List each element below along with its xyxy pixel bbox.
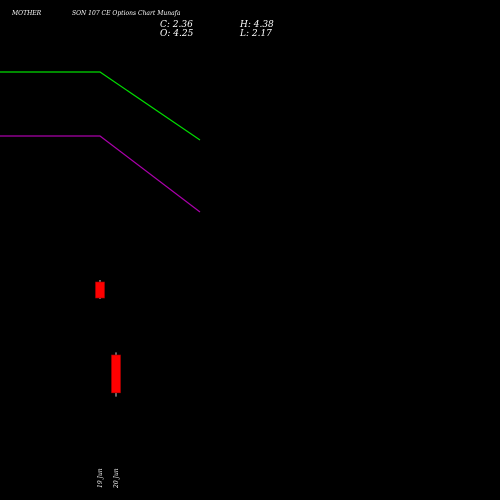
open-value: O: 4.25 [160, 29, 194, 39]
overlay-line-1 [0, 71, 201, 141]
high-value: H: 4.38 [240, 20, 274, 30]
x-tick-label: 19 Jun [97, 468, 104, 488]
overlay-line-2 [0, 135, 201, 213]
chart-subtitle: SON 107 CE Options Chart Munafa [72, 10, 181, 17]
low-value: L: 2.17 [240, 29, 272, 39]
symbol-label: MOTHER [12, 10, 42, 17]
candle-body [111, 354, 121, 394]
close-value: C: 2.36 [160, 20, 193, 30]
x-tick-label: 20 Jun [113, 468, 120, 489]
candle-body [95, 281, 105, 299]
